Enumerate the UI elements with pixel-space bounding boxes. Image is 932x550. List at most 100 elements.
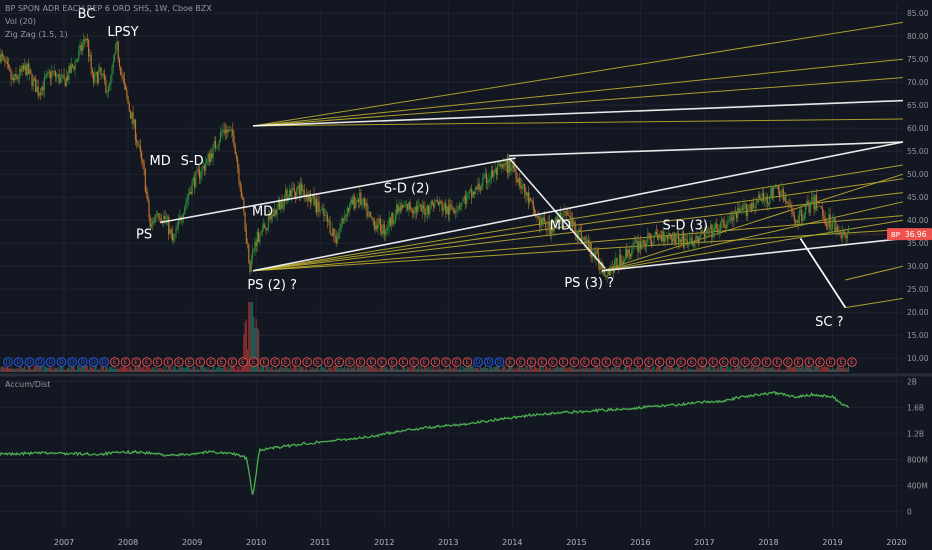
candle-body: [90, 54, 92, 70]
accdist-legend[interactable]: Accum/Dist: [5, 380, 51, 389]
candle-body: [314, 198, 316, 206]
candle-body: [283, 196, 286, 207]
volume-bar: [112, 369, 114, 372]
candle-body: [739, 208, 741, 213]
volume-bar: [477, 368, 479, 372]
candle-body: [448, 204, 451, 215]
volume-bar: [177, 368, 180, 372]
candle-body: [708, 229, 710, 231]
volume-bar: [452, 368, 454, 372]
candle-body: [600, 262, 602, 270]
candle-body: [431, 200, 433, 205]
candle-body: [395, 204, 398, 215]
volume-bar: [524, 369, 526, 372]
volume-bar: [673, 367, 675, 372]
candle-body: [785, 196, 787, 202]
volume-bar: [222, 367, 224, 372]
candle-body: [411, 210, 414, 212]
candle-body: [372, 219, 374, 221]
candle-body: [679, 239, 681, 243]
annotation-label: PS (3) ?: [564, 276, 614, 291]
candle-body: [458, 206, 460, 207]
earnings-marker: [708, 357, 718, 367]
volume-bar: [583, 368, 585, 372]
candle-body: [453, 210, 456, 213]
volume-bar: [288, 369, 291, 372]
candle-body: [728, 219, 730, 222]
volume-bar: [519, 365, 521, 372]
volume-bar: [521, 365, 523, 372]
candle-body: [666, 236, 669, 239]
candle-body: [159, 217, 161, 221]
volume-bar: [379, 366, 382, 372]
candle-body: [9, 67, 11, 71]
candle-body: [479, 189, 481, 191]
accdist-tick-label: 1.2B: [907, 429, 924, 438]
candle-body: [142, 159, 144, 163]
volume-bar: [489, 366, 491, 372]
candle-body: [530, 197, 532, 201]
candle-body: [808, 205, 810, 213]
candle-body: [807, 201, 809, 206]
candle-body: [366, 202, 368, 217]
candle-body: [464, 196, 467, 204]
candle-body: [244, 212, 246, 231]
volume-legend[interactable]: Vol (20): [5, 17, 36, 26]
candle-body: [780, 192, 782, 198]
volume-bar: [360, 366, 362, 372]
candle-body: [625, 249, 627, 260]
volume-bar: [118, 368, 121, 372]
candle-body: [191, 180, 193, 194]
earnings-marker: [847, 357, 857, 367]
candle-body: [700, 231, 702, 237]
volume-bar: [549, 367, 552, 372]
earnings-marker: [152, 357, 163, 367]
volume-bar: [689, 369, 691, 372]
volume-bar: [125, 366, 127, 372]
marker-letter: E: [230, 359, 234, 366]
candle-body: [846, 232, 848, 239]
candle-body: [620, 254, 622, 266]
volume-bar: [588, 369, 590, 372]
candle-body: [164, 216, 166, 219]
candle-body: [218, 141, 220, 146]
candle-body: [25, 65, 27, 76]
candle-body: [1, 53, 4, 57]
volume-bar: [148, 366, 150, 372]
time-axis[interactable]: 2007 2008 2009 2010 2011 2012 2013 2014 2015 2016…: [54, 538, 907, 547]
candle-body: [391, 212, 393, 225]
volume-bar: [745, 368, 747, 372]
price-axis[interactable]: 85.0080.0075.0070.0065.0060.0055.0050.00…: [907, 9, 929, 363]
candle-body: [740, 208, 743, 209]
accdist-line: [0, 390, 850, 495]
accdist-tick-label: 2B: [907, 377, 917, 386]
volume-bar: [772, 367, 775, 372]
candle-body: [799, 209, 802, 211]
candle-body: [527, 192, 529, 203]
candle-body: [330, 233, 332, 236]
volume-bar: [128, 366, 130, 372]
accdist-tick-label: 1.6B: [907, 403, 924, 412]
volume-bar: [647, 365, 649, 372]
candle-body: [379, 219, 382, 232]
channel-line-main: [508, 157, 606, 270]
candle-body: [791, 207, 793, 213]
candle-body: [21, 65, 23, 72]
volume-bar: [675, 367, 677, 372]
candle-body: [419, 204, 421, 206]
symbol-legend[interactable]: BP SPON ADR EACH REP 6 ORD SHS, 1W, Cboe…: [5, 4, 212, 13]
volume-bar: [382, 365, 384, 372]
volume-bar: [16, 367, 18, 372]
candle-body: [226, 129, 228, 134]
candle-body: [508, 159, 510, 173]
volume-bar: [611, 366, 613, 372]
volume-bar: [10, 367, 12, 372]
volume-bar: [63, 369, 65, 372]
volume-bar: [378, 368, 380, 372]
zigzag-legend[interactable]: Zig Zag (1.5, 1): [5, 30, 68, 39]
volume-bar: [200, 366, 202, 372]
candle-body: [746, 208, 749, 216]
